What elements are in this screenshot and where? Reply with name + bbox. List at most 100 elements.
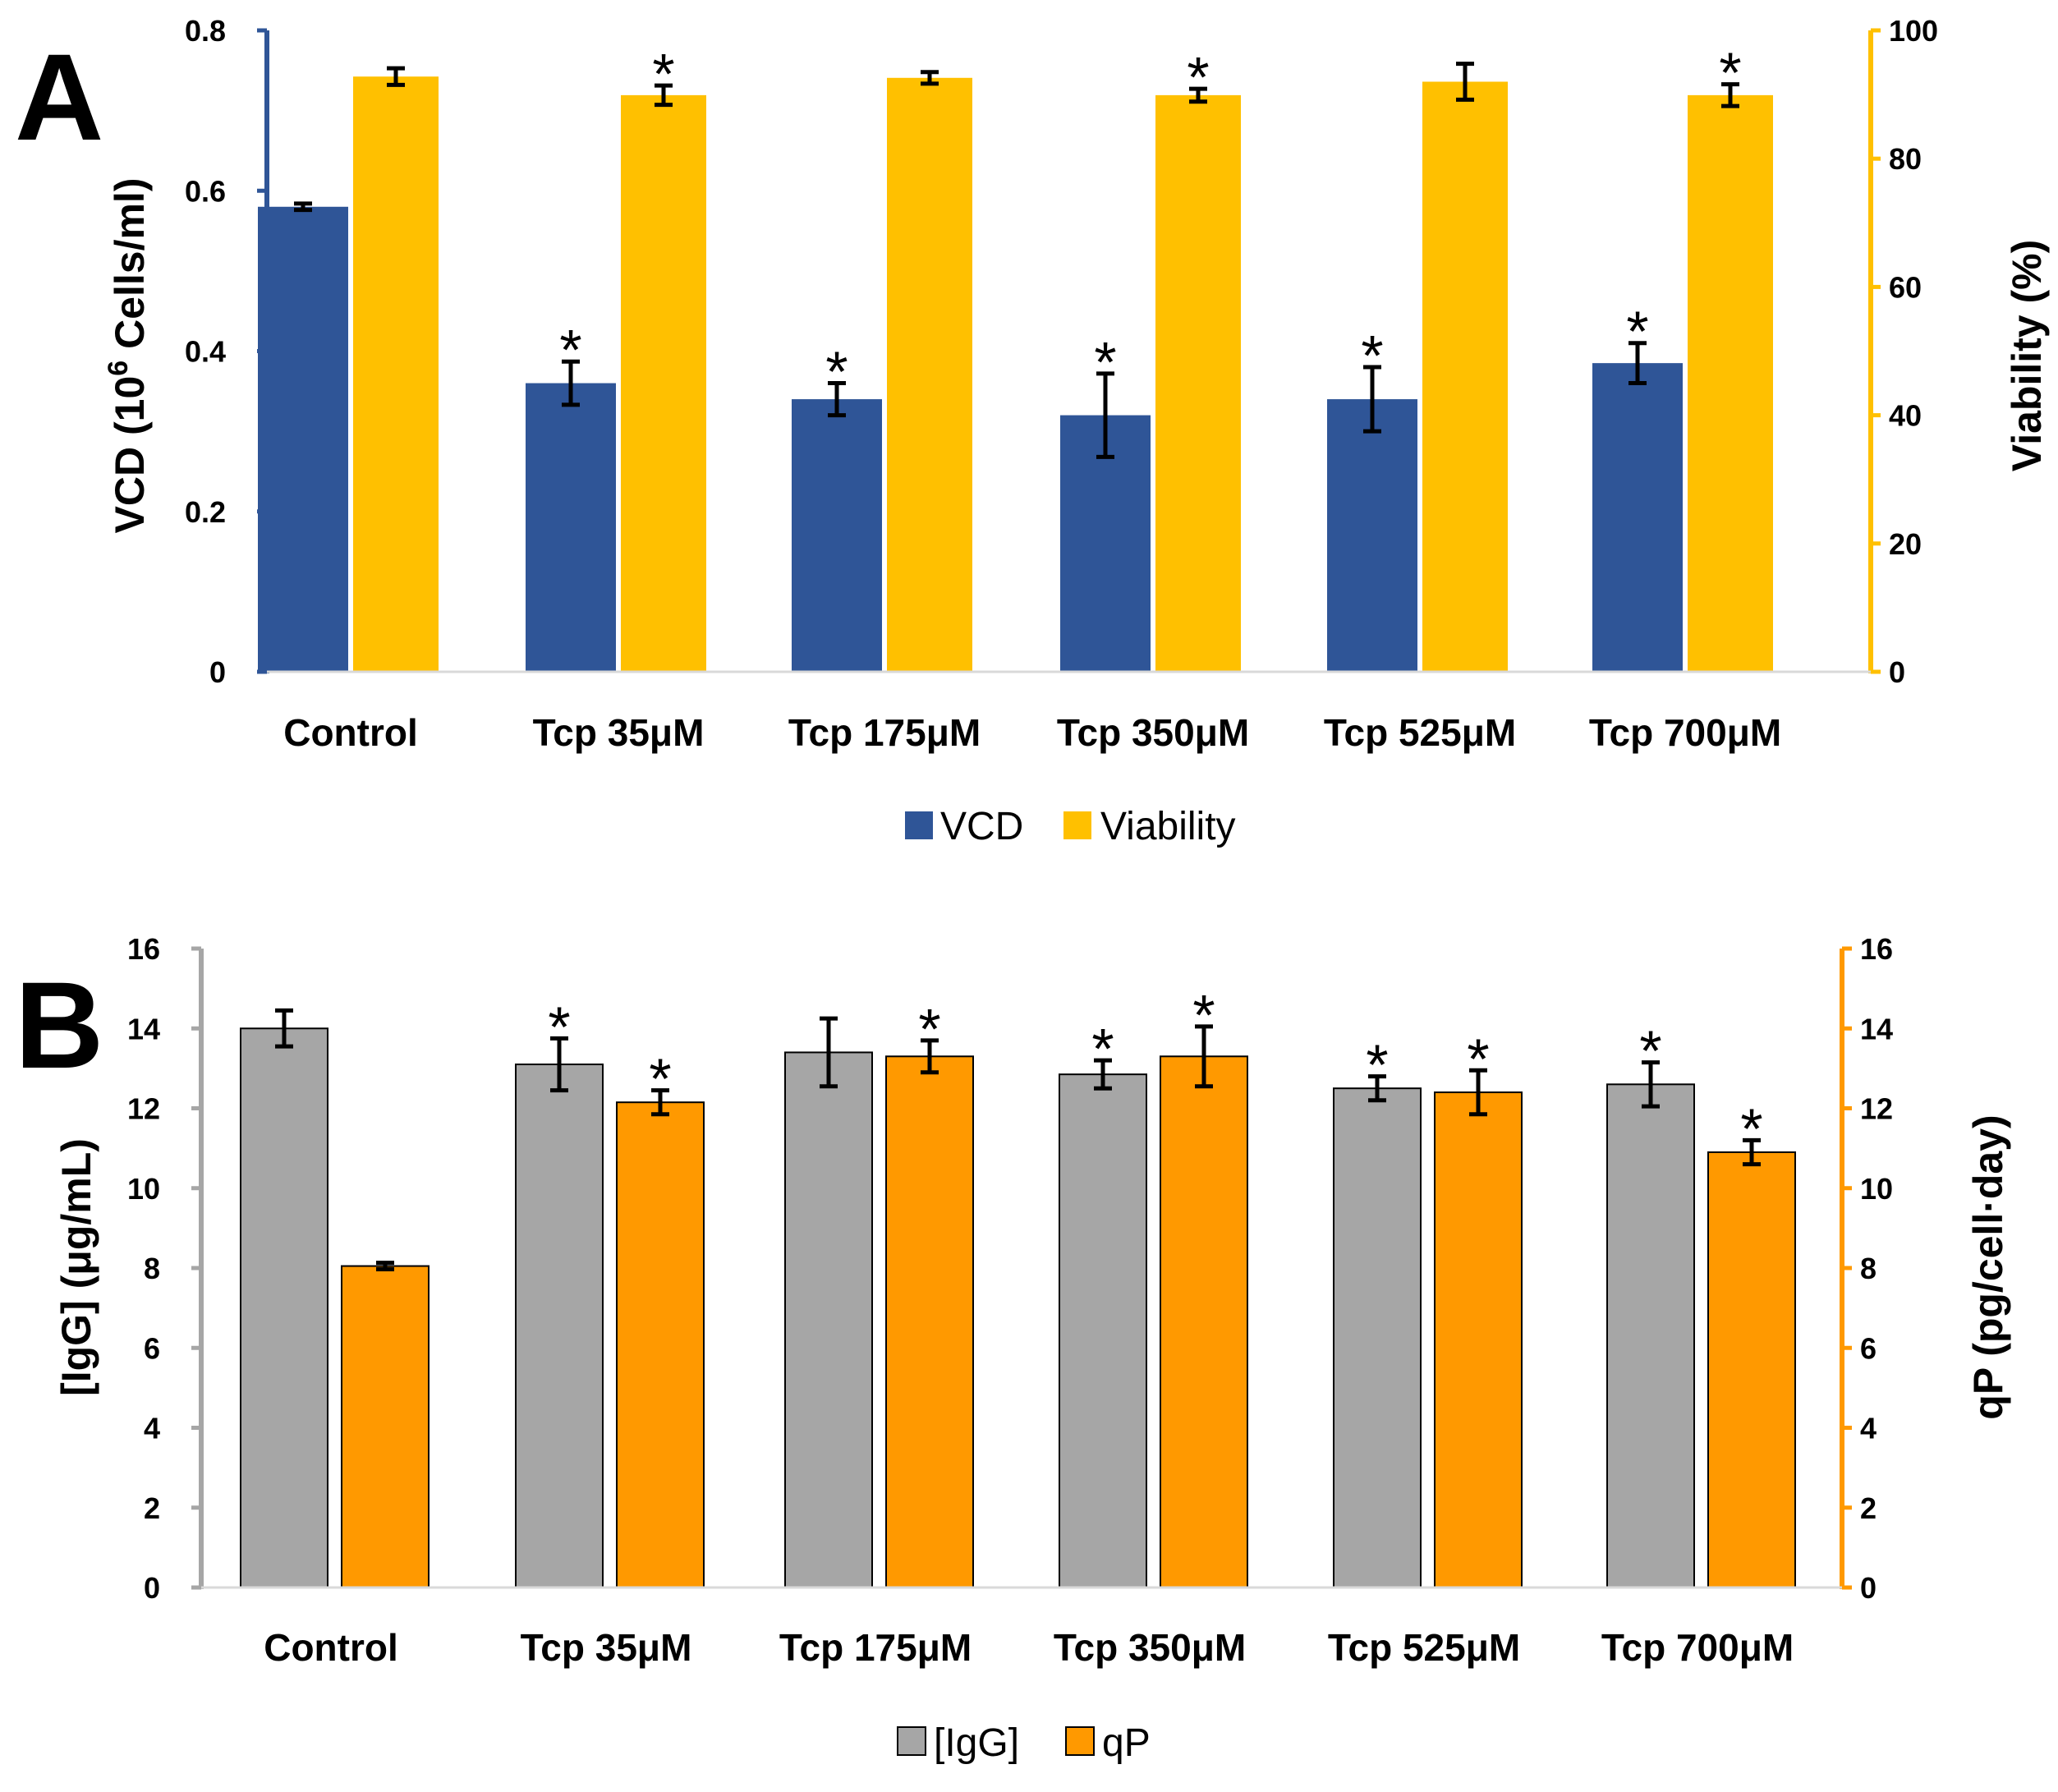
y-tick-label: 10 <box>127 1172 160 1206</box>
significance-star: * <box>1187 45 1209 109</box>
y-axis-title-b: [IgG] (μg/mL) <box>53 1138 99 1396</box>
significance-star: * <box>1719 41 1741 105</box>
category-labels-a: Control Tcp 35μM Tcp 175μM Tcp 350μM Tcp 525… <box>283 711 1781 754</box>
bar-vcd-control <box>258 206 348 672</box>
y-tick-label: 0.4 <box>185 335 226 369</box>
bars-a: * * * * * * * * <box>258 41 1773 673</box>
y-tick-label: 14 <box>127 1012 160 1045</box>
y-tick-label: 6 <box>144 1331 160 1365</box>
significance-star: * <box>1740 1096 1762 1160</box>
category-label-tcp-35-m: Tcp 35μM <box>521 1626 692 1669</box>
legend-label-igg: [IgG] <box>934 1721 1019 1765</box>
y-tick-label: 0 <box>144 1571 160 1605</box>
panel-label-b: B <box>15 956 103 1094</box>
y2-tick-label: 100 <box>1889 14 1938 48</box>
bar-qp-tcp-175-m <box>885 1055 974 1588</box>
bar-vcd-tcp-700-m <box>1592 363 1683 672</box>
category-label-tcp-350-m: Tcp 350μM <box>1057 711 1249 754</box>
bar-viability-tcp-525-m <box>1422 81 1508 673</box>
y2-axis-title-b: qP (pg/cell·day) <box>1965 1114 2011 1419</box>
category-label-tcp-525-m: Tcp 525μM <box>1328 1626 1520 1669</box>
y2-tick-label: 60 <box>1889 270 1922 304</box>
y-tick-label: 16 <box>127 932 160 966</box>
category-label-control: Control <box>264 1626 398 1669</box>
y-tick-label: 0.6 <box>185 174 226 208</box>
y2-tick-label: 0 <box>1860 1571 1877 1605</box>
significance-star: * <box>548 995 570 1059</box>
legend-label-viability: Viability <box>1100 805 1236 848</box>
y2-axis-title-a: Viability (%) <box>2004 240 2050 471</box>
bar-qp-tcp-700-m <box>1707 1151 1796 1589</box>
y2-tick-label: 16 <box>1860 932 1893 966</box>
category-label-tcp-175-m: Tcp 175μM <box>779 1626 972 1669</box>
bar-viability-tcp-700-m <box>1688 94 1773 673</box>
bar-igg-tcp-35-m <box>515 1064 604 1588</box>
legend-label-qp: qP <box>1102 1721 1151 1765</box>
y2-tick-label: 0 <box>1889 655 1905 689</box>
y-tick-label: 4 <box>144 1412 160 1445</box>
bar-viability-tcp-350-m <box>1155 94 1241 673</box>
y2-axis-ticks-b: 0 2 4 6 8 10 12 14 16 <box>1842 932 1893 1605</box>
bar-vcd-tcp-175-m <box>792 399 882 672</box>
significance-star: * <box>1094 330 1116 394</box>
legend-swatch-igg <box>897 1726 926 1756</box>
y-axis-ticks-a: 0 0.2 0.4 0.6 0.8 <box>185 14 267 689</box>
significance-star: * <box>649 1047 671 1111</box>
significance-star: * <box>1366 1033 1388 1097</box>
significance-star: * <box>1639 1019 1661 1083</box>
category-labels-b: Control Tcp 35μM Tcp 175μM Tcp 350μM Tcp 525… <box>264 1626 1794 1669</box>
y2-tick-label: 80 <box>1889 142 1922 176</box>
bar-qp-tcp-35-m <box>616 1101 705 1589</box>
bar-viability-tcp-175-m <box>887 77 972 672</box>
significance-star: * <box>559 318 581 382</box>
significance-star: * <box>918 997 940 1061</box>
y2-tick-label: 4 <box>1860 1412 1877 1445</box>
y2-tick-label: 40 <box>1889 399 1922 433</box>
y2-tick-label: 2 <box>1860 1491 1877 1525</box>
category-label-tcp-700-m: Tcp 700μM <box>1601 1626 1794 1669</box>
panel-b-chart: B [IgG] (μg/mL) qP (pg/cell·day) 0 2 4 6 8 10… <box>15 932 2011 1765</box>
significance-star: * <box>1467 1027 1489 1091</box>
bar-vcd-tcp-35-m <box>526 383 616 672</box>
y2-tick-label: 8 <box>1860 1252 1877 1285</box>
category-label-tcp-175-m: Tcp 175μM <box>788 711 981 754</box>
category-label-control: Control <box>283 711 418 754</box>
y-tick-label: 8 <box>144 1252 160 1285</box>
panel-label-a: A <box>15 28 103 166</box>
y2-axis-ticks-a: 0 20 40 60 80 100 <box>1871 14 1938 689</box>
y2-tick-label: 12 <box>1860 1092 1893 1126</box>
bar-igg-tcp-700-m <box>1606 1083 1695 1588</box>
legend-label-vcd: VCD <box>940 805 1023 848</box>
significance-star: * <box>652 42 674 106</box>
category-label-tcp-350-m: Tcp 350μM <box>1054 1626 1246 1669</box>
panel-a-chart: A VCD (106 Cells/ml) Viability (%) 00.20… <box>15 14 2050 848</box>
y-axis-title-a: VCD (106 Cells/ml) <box>103 178 153 534</box>
category-label-tcp-525-m: Tcp 525μM <box>1324 711 1516 754</box>
bar-qp-control <box>341 1265 430 1588</box>
y2-tick-label: 6 <box>1860 1331 1877 1365</box>
y-tick-label: 2 <box>144 1491 160 1525</box>
bar-qp-tcp-525-m <box>1434 1091 1523 1589</box>
y-tick-label: 0.2 <box>185 495 226 529</box>
legend-b: [IgG] qP <box>897 1721 1151 1765</box>
significance-star: * <box>1091 1017 1114 1081</box>
y2-tick-label: 10 <box>1860 1172 1893 1206</box>
y2-tick-label: 20 <box>1889 527 1922 561</box>
significance-star: * <box>825 340 848 404</box>
y2-tick-label: 14 <box>1860 1012 1893 1045</box>
y-tick-label: 12 <box>127 1092 160 1126</box>
category-label-tcp-35-m: Tcp 35μM <box>533 711 705 754</box>
bar-viability-control <box>353 76 439 673</box>
legend-swatch-qp <box>1065 1726 1095 1756</box>
legend-swatch-vcd <box>905 811 933 839</box>
significance-star: * <box>1361 324 1383 388</box>
y-tick-label: 0.8 <box>185 14 226 48</box>
bars-b: * * * * * * * * * <box>240 983 1796 1589</box>
bar-viability-tcp-35-m <box>621 94 706 673</box>
bar-qp-tcp-350-m <box>1160 1055 1248 1588</box>
y-tick-label: 0 <box>209 655 226 689</box>
legend-a: VCD Viability <box>905 805 1236 848</box>
significance-star: * <box>1192 983 1215 1047</box>
significance-star: * <box>1626 300 1648 364</box>
bar-igg-tcp-525-m <box>1333 1087 1422 1588</box>
